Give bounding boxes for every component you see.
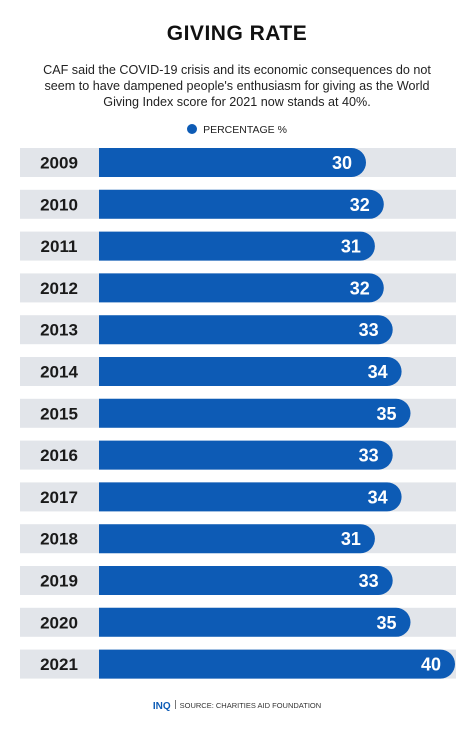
category-label: 2010 [40,195,78,214]
category-label: 2020 [40,613,78,632]
chart-subtitle: CAF said the COVID-19 crisis and its eco… [43,63,431,109]
data-label: 33 [359,320,379,340]
bar [99,189,384,219]
category-label: 2017 [40,488,78,507]
bar [99,148,366,177]
data-label: 31 [341,529,361,549]
bar [99,607,411,637]
category-label: 2009 [40,154,78,173]
data-label: 34 [368,487,388,507]
bar [99,566,393,595]
data-label: 32 [350,278,370,298]
legend: PERCENTAGE % [0,124,474,136]
category-label: 2015 [40,404,78,423]
category-label: 2013 [40,321,78,340]
data-label: 33 [359,571,379,591]
bar [99,398,411,428]
chart-title: GIVING RATE [166,22,308,45]
brand-logo: INQ [152,701,171,712]
bar [99,524,375,554]
data-label: 33 [359,446,379,466]
legend-label: PERCENTAGE % [203,124,287,136]
category-label: 2016 [40,446,78,465]
data-label: 30 [332,153,352,173]
category-label: 2021 [40,655,78,674]
data-label: 35 [376,613,396,633]
bar [99,315,393,345]
footer: INQ SOURCE: CHARITIES AID FOUNDATION [0,700,474,712]
legend-marker [187,124,198,134]
source-note: SOURCE: CHARITIES AID FOUNDATION [179,701,322,710]
data-label: 32 [350,195,370,215]
data-label: 31 [341,237,361,257]
bar [99,440,393,470]
category-label: 2014 [40,363,78,382]
bar [99,231,375,261]
category-label: 2018 [40,530,78,549]
bar [99,357,402,386]
bar [99,649,455,679]
data-label: 35 [376,404,396,424]
category-label: 2019 [40,572,78,591]
data-label: 34 [368,362,388,382]
bar [99,482,402,512]
footer-divider [174,700,176,709]
category-label: 2012 [40,279,78,298]
category-label: 2011 [41,237,78,256]
data-label: 40 [421,655,441,675]
bar [99,273,384,303]
